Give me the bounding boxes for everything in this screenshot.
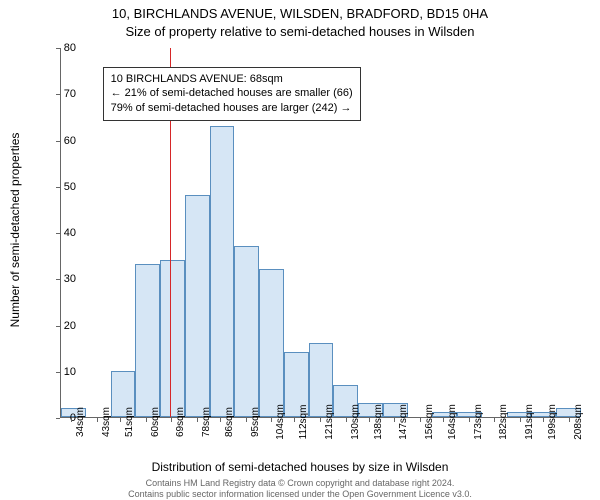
x-tick-label: 95sqm (250, 407, 261, 437)
x-axis-label: Distribution of semi-detached houses by … (0, 460, 600, 474)
x-tick-label: 78sqm (201, 407, 212, 437)
y-tick-label: 40 (46, 227, 76, 239)
footer-line-1: Contains HM Land Registry data © Crown c… (0, 478, 600, 489)
x-tick-label: 121sqm (324, 404, 335, 440)
x-tick-label: 182sqm (498, 404, 509, 440)
histogram-bar (234, 246, 259, 417)
footer-attribution: Contains HM Land Registry data © Crown c… (0, 478, 600, 500)
x-tick-mark (394, 418, 395, 422)
y-tick-mark (56, 187, 60, 188)
y-tick-mark (56, 233, 60, 234)
x-tick-mark (420, 418, 421, 422)
title-line-2: Size of property relative to semi-detach… (0, 24, 600, 39)
x-tick-label: 199sqm (547, 404, 558, 440)
x-tick-mark (494, 418, 495, 422)
histogram-bar (210, 126, 235, 417)
x-tick-mark (97, 418, 98, 422)
x-tick-label: 112sqm (298, 405, 309, 440)
x-tick-mark (294, 418, 295, 422)
histogram-bar (259, 269, 284, 417)
x-tick-mark (220, 418, 221, 422)
x-tick-label: 156sqm (424, 404, 435, 440)
x-tick-label: 43sqm (101, 407, 112, 437)
x-tick-mark (171, 418, 172, 422)
y-tick-mark (56, 48, 60, 49)
x-tick-label: 104sqm (275, 404, 286, 440)
x-tick-mark (71, 418, 72, 422)
x-tick-mark (543, 418, 544, 422)
x-tick-label: 208sqm (573, 404, 584, 440)
x-tick-mark (246, 418, 247, 422)
x-tick-mark (369, 418, 370, 422)
x-tick-mark (120, 418, 121, 422)
y-tick-mark (56, 279, 60, 280)
x-tick-mark (346, 418, 347, 422)
footer-line-2: Contains public sector information licen… (0, 489, 600, 500)
y-tick-mark (56, 94, 60, 95)
y-tick-mark (56, 372, 60, 373)
x-tick-mark (520, 418, 521, 422)
x-tick-mark (443, 418, 444, 422)
x-tick-label: 164sqm (447, 404, 458, 440)
x-tick-label: 138sqm (373, 404, 384, 440)
histogram-bar (160, 260, 185, 417)
plot-area: 10 BIRCHLANDS AVENUE: 68sqm← 21% of semi… (60, 48, 580, 418)
chart-container: 10, BIRCHLANDS AVENUE, WILSDEN, BRADFORD… (0, 0, 600, 500)
x-tick-mark (146, 418, 147, 422)
histogram-bar (135, 264, 160, 417)
annotation-line-1: 10 BIRCHLANDS AVENUE: 68sqm (111, 72, 353, 87)
x-tick-mark (320, 418, 321, 422)
y-axis-label: Number of semi-detached properties (8, 133, 22, 328)
x-tick-label: 69sqm (175, 407, 186, 437)
x-tick-label: 34sqm (75, 407, 86, 437)
histogram-bar (185, 195, 210, 417)
y-tick-mark (56, 141, 60, 142)
x-tick-mark (197, 418, 198, 422)
x-tick-label: 191sqm (524, 404, 535, 440)
x-tick-mark (569, 418, 570, 422)
y-tick-label: 60 (46, 135, 76, 147)
y-tick-label: 30 (46, 273, 76, 285)
annotation-line-3: 79% of semi-detached houses are larger (… (111, 101, 353, 116)
x-tick-label: 51sqm (124, 407, 135, 437)
y-tick-label: 10 (46, 366, 76, 378)
annotation-box: 10 BIRCHLANDS AVENUE: 68sqm← 21% of semi… (103, 67, 361, 122)
x-tick-mark (271, 418, 272, 422)
x-tick-label: 173sqm (473, 404, 484, 440)
y-tick-label: 20 (46, 320, 76, 332)
y-tick-label: 80 (46, 42, 76, 54)
y-tick-mark (56, 326, 60, 327)
y-tick-mark (56, 418, 60, 419)
x-tick-label: 130sqm (350, 404, 361, 440)
x-tick-mark (469, 418, 470, 422)
x-tick-label: 60sqm (150, 407, 161, 437)
annotation-line-2: ← 21% of semi-detached houses are smalle… (111, 86, 353, 101)
y-tick-label: 50 (46, 181, 76, 193)
title-line-1: 10, BIRCHLANDS AVENUE, WILSDEN, BRADFORD… (0, 6, 600, 21)
y-tick-label: 70 (46, 88, 76, 100)
x-tick-label: 86sqm (224, 407, 235, 437)
x-tick-label: 147sqm (398, 404, 409, 440)
